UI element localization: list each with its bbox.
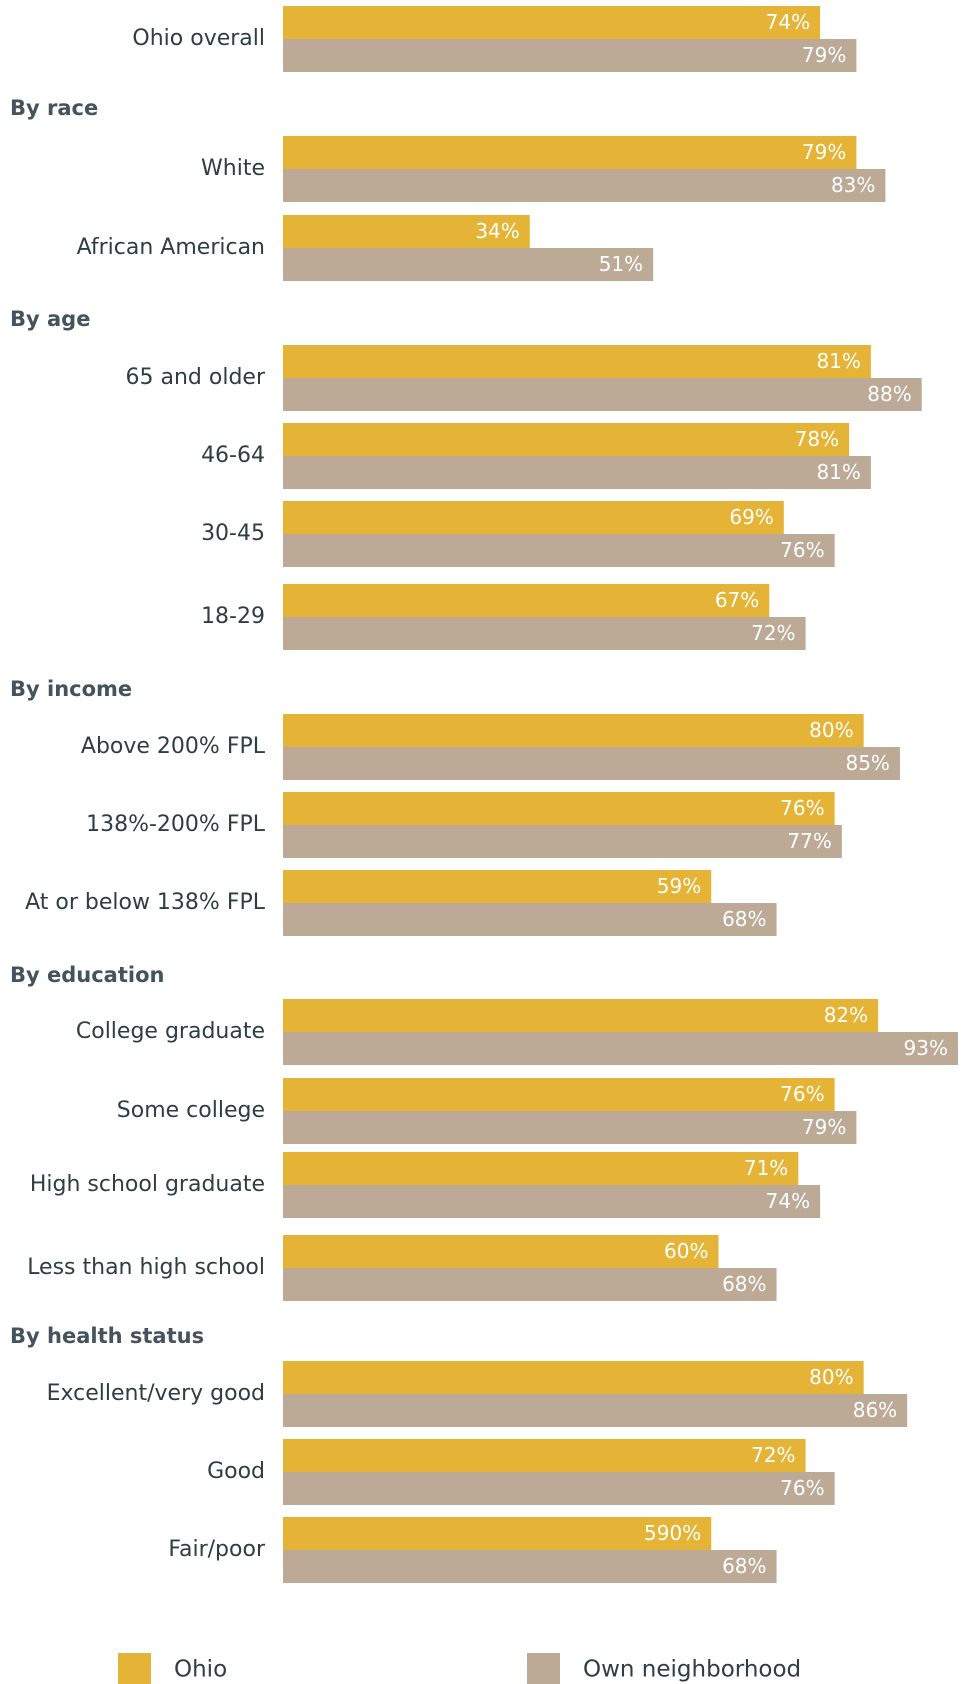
bar-own-neighborhood <box>283 1032 958 1065</box>
category-label: African American <box>77 235 265 260</box>
legend-label-ohio: Ohio <box>174 1657 227 1683</box>
bar-own-neighborhood <box>283 1185 821 1218</box>
bar-own-neighborhood <box>283 1394 908 1427</box>
bar-own-neighborhood <box>283 248 654 281</box>
legend-swatch-own-neighborhood <box>527 1653 560 1684</box>
section-heading: By income <box>10 677 132 701</box>
bar-ohio <box>283 215 530 248</box>
bar-own-neighborhood <box>283 1550 777 1583</box>
category-label: Fair/poor <box>168 1537 266 1562</box>
category-label: 30-45 <box>201 521 265 546</box>
value-label-own-neighborhood: 76% <box>780 1476 824 1500</box>
bar-ohio <box>283 714 864 747</box>
bar-ohio <box>283 1439 806 1472</box>
bar-own-neighborhood <box>283 1268 777 1301</box>
bars-layer <box>283 6 958 1583</box>
value-label-ohio: 76% <box>780 796 824 820</box>
legend-label-own-neighborhood: Own neighborhood <box>583 1657 801 1683</box>
category-label: College graduate <box>76 1019 265 1044</box>
value-label-ohio: 78% <box>795 427 839 451</box>
value-label-ohio: 82% <box>824 1003 868 1027</box>
legend: Ohio Own neighborhood <box>118 1653 801 1684</box>
value-label-own-neighborhood: 51% <box>599 252 643 276</box>
bar-own-neighborhood <box>283 39 857 72</box>
section-heading: By education <box>10 963 164 987</box>
bar-own-neighborhood <box>283 1111 857 1144</box>
bar-own-neighborhood <box>283 169 886 202</box>
bar-ohio <box>283 1235 719 1268</box>
bar-ohio <box>283 584 770 617</box>
value-label-own-neighborhood: 79% <box>802 1115 846 1139</box>
category-label: Some college <box>117 1098 265 1123</box>
category-label: High school graduate <box>30 1172 265 1197</box>
value-label-ohio: 79% <box>802 140 846 164</box>
bar-own-neighborhood <box>283 1472 835 1505</box>
value-label-ohio: 72% <box>751 1443 795 1467</box>
value-label-own-neighborhood: 74% <box>766 1189 810 1213</box>
value-label-ohio: 74% <box>766 10 810 34</box>
value-label-own-neighborhood: 83% <box>831 173 875 197</box>
bar-ohio <box>283 6 821 39</box>
bar-own-neighborhood <box>283 534 835 567</box>
bar-ohio <box>283 501 784 534</box>
bar-own-neighborhood <box>283 903 777 936</box>
value-label-own-neighborhood: 77% <box>787 829 831 853</box>
bar-own-neighborhood <box>283 825 842 858</box>
bar-own-neighborhood <box>283 456 871 489</box>
section-heading: By health status <box>10 1324 204 1348</box>
bar-ohio <box>283 136 857 169</box>
value-label-own-neighborhood: 68% <box>722 907 766 931</box>
section-heading: By age <box>10 307 90 331</box>
value-label-ohio: 71% <box>744 1156 788 1180</box>
category-label: Above 200% FPL <box>81 734 266 759</box>
category-label: 65 and older <box>126 365 266 390</box>
bar-ohio <box>283 345 871 378</box>
value-label-ohio: 76% <box>780 1082 824 1106</box>
bar-ohio <box>283 999 879 1032</box>
value-label-own-neighborhood: 79% <box>802 43 846 67</box>
bar-ohio <box>283 423 850 456</box>
section-heading: By race <box>10 96 98 120</box>
category-label: Ohio overall <box>132 26 265 51</box>
bar-own-neighborhood <box>283 378 922 411</box>
category-label: Less than high school <box>27 1255 265 1280</box>
category-label: At or below 138% FPL <box>25 890 266 915</box>
category-label: Good <box>207 1459 265 1484</box>
value-label-ohio: 34% <box>475 219 519 243</box>
value-label-ohio: 81% <box>816 349 860 373</box>
value-label-ohio: 80% <box>809 1365 853 1389</box>
legend-swatch-ohio <box>118 1653 151 1684</box>
bar-ohio <box>283 1078 835 1111</box>
category-label: 138%-200% FPL <box>86 812 266 837</box>
value-label-ohio: 67% <box>715 588 759 612</box>
bar-ohio <box>283 1152 799 1185</box>
category-label: Excellent/very good <box>47 1381 265 1406</box>
value-label-ohio: 590% <box>644 1521 701 1545</box>
value-label-own-neighborhood: 86% <box>853 1398 897 1422</box>
value-label-own-neighborhood: 68% <box>722 1554 766 1578</box>
bar-ohio <box>283 1517 712 1550</box>
category-label: 18-29 <box>201 604 265 629</box>
bar-ohio <box>283 792 835 825</box>
value-label-own-neighborhood: 76% <box>780 538 824 562</box>
value-label-own-neighborhood: 68% <box>722 1272 766 1296</box>
value-label-own-neighborhood: 88% <box>867 382 911 406</box>
value-label-ohio: 59% <box>657 874 701 898</box>
labels-layer: Ohio overall 74% 79% By race White 79% 83% Afri… <box>10 10 948 1578</box>
value-label-own-neighborhood: 81% <box>816 460 860 484</box>
value-label-own-neighborhood: 72% <box>751 621 795 645</box>
bar-ohio <box>283 870 712 903</box>
value-label-ohio: 69% <box>729 505 773 529</box>
value-label-ohio: 60% <box>664 1239 708 1263</box>
category-label: White <box>201 156 265 181</box>
bar-own-neighborhood <box>283 617 806 650</box>
value-label-ohio: 80% <box>809 718 853 742</box>
value-label-own-neighborhood: 85% <box>845 751 889 775</box>
value-label-own-neighborhood: 93% <box>904 1036 948 1060</box>
category-label: 46-64 <box>201 443 265 468</box>
bar-ohio <box>283 1361 864 1394</box>
bar-own-neighborhood <box>283 747 900 780</box>
